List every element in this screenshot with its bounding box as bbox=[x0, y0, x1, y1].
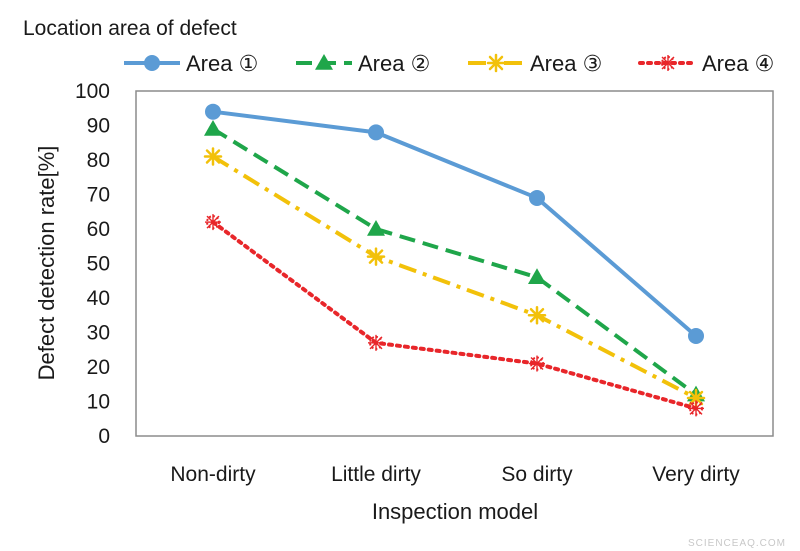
series-3 bbox=[203, 147, 706, 408]
series-3-point bbox=[686, 388, 706, 408]
series-4-point bbox=[688, 400, 704, 417]
legend-label: Area ③ bbox=[530, 51, 602, 76]
y-tick-label: 40 bbox=[87, 287, 110, 310]
y-tick-label: 80 bbox=[87, 149, 110, 172]
legend: Area ① Area ② Area ③ Area ④ bbox=[124, 51, 774, 76]
x-axis-ticks: Non-dirty Little dirty So dirty Very dirty bbox=[170, 463, 740, 486]
series-4-line bbox=[211, 220, 698, 411]
y-tick-label: 0 bbox=[98, 425, 110, 448]
watermark: SCIENCEAQ.COM bbox=[688, 538, 786, 549]
y-tick-label: 50 bbox=[87, 253, 110, 276]
series-4-point bbox=[368, 334, 384, 351]
y-tick-label: 100 bbox=[75, 80, 110, 103]
legend-label: Area ① bbox=[186, 51, 258, 76]
x-axis-title: Inspection model bbox=[372, 499, 538, 524]
series-1-line bbox=[212, 109, 698, 338]
y-tick-label: 20 bbox=[87, 356, 110, 379]
legend-item-1: Area ① bbox=[124, 51, 258, 76]
series-3-point bbox=[527, 306, 547, 325]
plot-area-frame bbox=[135, 90, 774, 437]
series-4-point bbox=[529, 355, 545, 372]
legend-item-4: Area ④ bbox=[638, 51, 774, 76]
x-tick-label: So dirty bbox=[501, 463, 573, 486]
series-3-point bbox=[203, 147, 223, 166]
series-4 bbox=[205, 214, 704, 417]
series-2-point bbox=[528, 268, 546, 285]
y-tick-label: 10 bbox=[87, 391, 110, 414]
legend-label: Area ④ bbox=[702, 51, 774, 76]
x-tick-label: Very dirty bbox=[652, 463, 740, 486]
series-1 bbox=[205, 103, 704, 344]
x-tick-label: Little dirty bbox=[331, 463, 421, 486]
series-3-point bbox=[366, 247, 386, 266]
series-2-point bbox=[204, 119, 222, 136]
y-axis-title: Defect detection rate[%] bbox=[34, 146, 59, 381]
series-1-point bbox=[368, 124, 384, 141]
y-axis-ticks: 0 10 20 30 40 50 60 70 80 90 100 bbox=[75, 80, 110, 448]
legend-title: Location area of defect bbox=[23, 17, 237, 40]
legend-swatch-marker bbox=[660, 55, 676, 71]
series-2-point bbox=[367, 220, 385, 236]
y-tick-label: 70 bbox=[87, 184, 110, 207]
legend-label: Area ② bbox=[358, 51, 430, 76]
series-2 bbox=[204, 119, 705, 402]
legend-swatch-marker bbox=[144, 55, 160, 71]
series-1-point bbox=[205, 103, 221, 120]
series-1-point bbox=[529, 189, 545, 206]
legend-swatch-marker bbox=[315, 54, 333, 70]
legend-swatch-marker bbox=[486, 53, 506, 73]
y-tick-label: 30 bbox=[87, 322, 110, 345]
series-2-line bbox=[211, 127, 698, 397]
x-tick-label: Non-dirty bbox=[170, 463, 256, 486]
y-tick-label: 60 bbox=[87, 218, 110, 241]
legend-item-3: Area ③ bbox=[468, 51, 602, 76]
legend-item-2: Area ② bbox=[296, 51, 430, 76]
series-layer bbox=[203, 103, 706, 417]
y-tick-label: 90 bbox=[87, 115, 110, 138]
series-4-point bbox=[205, 214, 221, 231]
series-1-point bbox=[688, 327, 704, 344]
